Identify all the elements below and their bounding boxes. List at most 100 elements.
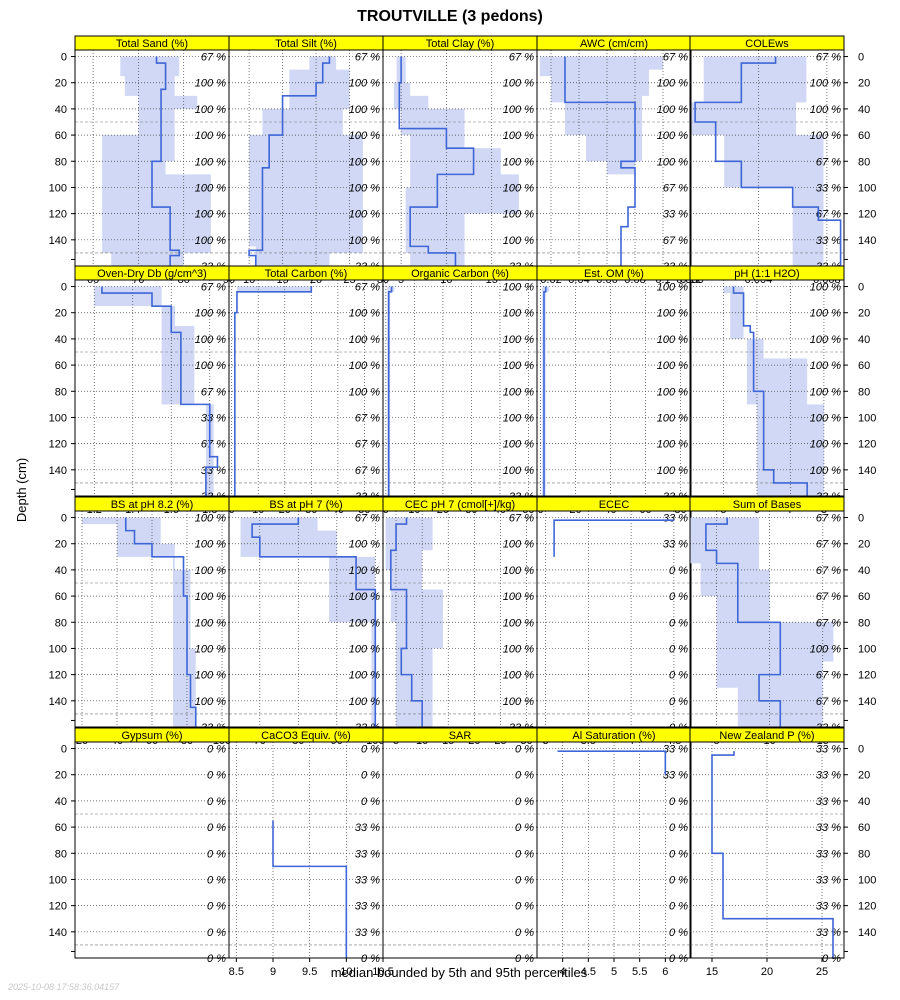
pct-label: 100 % bbox=[657, 360, 688, 372]
pct-label: 0 % bbox=[669, 822, 688, 834]
pct-label: 0 % bbox=[361, 770, 380, 782]
depth-tick-label: 100 bbox=[49, 182, 67, 194]
pct-label: 67 % bbox=[201, 386, 226, 398]
pct-label: 100 % bbox=[657, 465, 688, 477]
panel-0: Total Sand (%) 67 % 100 % 100 % 100 % 100 % 10… bbox=[49, 35, 235, 286]
pct-label: 100 % bbox=[349, 78, 380, 90]
pct-label: 100 % bbox=[503, 591, 534, 603]
pct-label: 33 % bbox=[816, 796, 841, 808]
pct-label: 100 % bbox=[349, 670, 380, 682]
pct-label: 33 % bbox=[663, 513, 688, 525]
pct-label: 100 % bbox=[503, 539, 534, 551]
panel-title: pH (1:1 H2O) bbox=[734, 268, 799, 280]
timestamp: 2025-10-08 17:58:36.04157 bbox=[7, 982, 120, 992]
pct-label: 100 % bbox=[810, 465, 841, 477]
pct-label: 100 % bbox=[503, 465, 534, 477]
panel-title: Total Clay (%) bbox=[426, 38, 494, 50]
depth-tick-label: 40 bbox=[55, 104, 67, 116]
depth-tick-label: 80 bbox=[858, 848, 870, 860]
depth-tick-label: 20 bbox=[55, 770, 67, 782]
median-line bbox=[387, 286, 393, 496]
panel-12: CEC pH 7 (cmol[+]/kg) 67 % 100 % 100 % 100 %… bbox=[382, 496, 538, 747]
pct-label: 0 % bbox=[822, 953, 841, 965]
panel-title: BS at pH 7 (%) bbox=[269, 499, 342, 511]
median-line bbox=[711, 751, 834, 958]
depth-tick-label: 100 bbox=[49, 412, 67, 424]
median-line bbox=[553, 519, 674, 557]
panel-frame bbox=[382, 741, 538, 959]
depth-tick-label: 100 bbox=[49, 874, 67, 886]
x-tick-label: 5.5 bbox=[632, 966, 647, 978]
pct-label: 0 % bbox=[515, 901, 534, 913]
panel-5: Oven-Dry Db (g/cm^3) 67 % 100 % 100 % 100 % 6… bbox=[49, 265, 230, 516]
pct-label: 100 % bbox=[657, 386, 688, 398]
panel-frame bbox=[536, 510, 692, 728]
percentile-band bbox=[240, 517, 376, 727]
pct-label: 100 % bbox=[657, 156, 688, 168]
pct-label: 100 % bbox=[349, 565, 380, 577]
depth-tick-label: 120 bbox=[858, 901, 876, 913]
pct-label: 100 % bbox=[503, 670, 534, 682]
pct-label: 100 % bbox=[503, 360, 534, 372]
depth-tick-label: 0 bbox=[61, 513, 67, 525]
depth-tick-label: 140 bbox=[858, 696, 876, 708]
pct-label: 100 % bbox=[657, 439, 688, 451]
pct-label: 100 % bbox=[349, 209, 380, 221]
pct-label: 0 % bbox=[515, 770, 534, 782]
panel-frame bbox=[689, 510, 845, 728]
panel-title: COLEws bbox=[745, 38, 789, 50]
pct-label: 100 % bbox=[349, 308, 380, 320]
pct-label: 67 % bbox=[509, 513, 534, 525]
depth-tick-label: 20 bbox=[55, 539, 67, 551]
panel-1: Total Silt (%) 67 % 100 % 100 % 100 % 100 % 10… bbox=[228, 35, 389, 286]
pct-label: 100 % bbox=[195, 182, 226, 194]
panel-6: Total Carbon (%) 67 % 100 % 100 % 100 % 100 %… bbox=[228, 265, 384, 516]
pct-label: 100 % bbox=[195, 670, 226, 682]
pct-label: 0 % bbox=[361, 953, 380, 965]
pct-label: 100 % bbox=[810, 643, 841, 655]
percentile-band bbox=[82, 517, 196, 727]
depth-tick-label: 120 bbox=[49, 439, 67, 451]
median-line bbox=[390, 517, 423, 727]
panel-title: Sum of Bases bbox=[733, 499, 802, 511]
depth-tick-label: 60 bbox=[858, 822, 870, 834]
pct-label: 33 % bbox=[355, 822, 380, 834]
pct-label: 100 % bbox=[503, 565, 534, 577]
pct-label: 100 % bbox=[349, 617, 380, 629]
pct-label: 100 % bbox=[503, 386, 534, 398]
median-line bbox=[272, 820, 348, 958]
pct-label: 100 % bbox=[503, 156, 534, 168]
pct-label: 100 % bbox=[503, 78, 534, 90]
pct-label: 67 % bbox=[663, 235, 688, 247]
panel-9: pH (1:1 H2O) 100 % 100 % 100 % 100 % 100 % 100… bbox=[689, 265, 876, 516]
x-tick-label: 9.5 bbox=[302, 966, 317, 978]
x-axis-label: median bounded by 5th and 95th percentil… bbox=[331, 965, 588, 980]
pct-label: 100 % bbox=[195, 696, 226, 708]
pct-label: 67 % bbox=[663, 182, 688, 194]
depth-tick-label: 80 bbox=[55, 848, 67, 860]
pct-label: 0 % bbox=[515, 848, 534, 860]
panel-title: Total Sand (%) bbox=[116, 38, 188, 50]
depth-tick-label: 40 bbox=[858, 104, 870, 116]
median-line bbox=[732, 286, 808, 496]
pct-label: 0 % bbox=[515, 744, 534, 756]
panel-title: New Zealand P (%) bbox=[719, 730, 814, 742]
depth-tick-label: 0 bbox=[61, 52, 67, 64]
panel-title: SAR bbox=[449, 730, 472, 742]
pct-label: 67 % bbox=[663, 52, 688, 64]
pct-label: 100 % bbox=[810, 308, 841, 320]
pct-label: 67 % bbox=[816, 670, 841, 682]
pct-label: 67 % bbox=[816, 539, 841, 551]
percentile-band bbox=[691, 56, 824, 266]
pct-label: 33 % bbox=[816, 901, 841, 913]
panel-4: COLEws 67 % 100 % 100 % 100 % 67 % 33 % 67 % 33 … bbox=[676, 35, 876, 286]
pct-label: 100 % bbox=[195, 617, 226, 629]
chart-title: TROUTVILLE (3 pedons) bbox=[357, 8, 543, 25]
pct-label: 100 % bbox=[503, 235, 534, 247]
depth-tick-label: 0 bbox=[858, 513, 864, 525]
pct-label: 0 % bbox=[515, 822, 534, 834]
pct-label: 100 % bbox=[195, 235, 226, 247]
panel-title: BS at pH 8.2 (%) bbox=[111, 499, 194, 511]
pct-label: 0 % bbox=[515, 953, 534, 965]
pct-label: 100 % bbox=[503, 334, 534, 346]
